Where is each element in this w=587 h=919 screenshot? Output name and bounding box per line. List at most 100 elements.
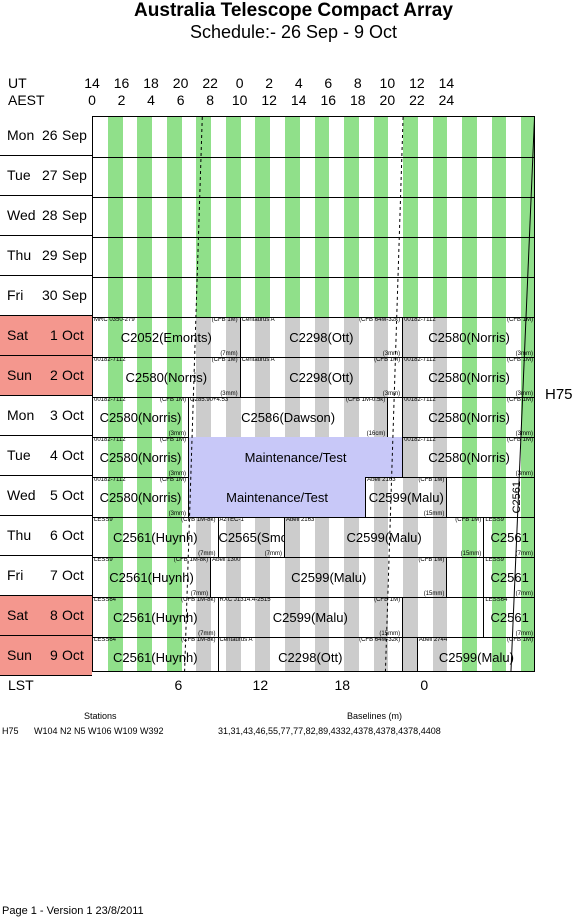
day-label-text: Oct [62,447,84,463]
block-source: 00182-7112 [404,397,436,403]
day-label: Sat 1 Oct [0,316,92,356]
schedule-block[interactable]: Maintenance/Test [188,437,404,477]
schedule-block[interactable]: 00182-7112 (CFB 1M) C2580(Norris) (3mm) [403,437,534,477]
schedule-block[interactable]: Centaurus A (CFB 64M-32k) C2298(Ott) (3mm) [219,637,404,671]
schedule-block[interactable]: MRC 0350-279 (CFB 1M) C2052(Emonts) (7mm) [93,317,241,357]
schedule-block[interactable] [403,597,485,637]
lst-tick: 6 [174,677,183,693]
day-label-text: 5 [50,487,58,503]
schedule-block[interactable]: Abell 2163 (CFB 1M) C2599(Malu) (15mm) [366,477,448,517]
schedule-block[interactable]: AzTEC-1 C2565(Smolcic) (7mm) [219,517,285,557]
aest-tick: 6 [176,92,185,108]
lst-dashed-line [384,117,404,671]
config-label: H75 [545,386,573,403]
block-config: (CFB 1M) [159,397,186,403]
baselines-list: 31,31,43,46,55,77,77,82,89,4332,4378,437… [218,726,441,736]
lst-stripe [196,597,212,637]
block-config: (CFB 64M-32k) [359,637,401,643]
row-divider [93,237,534,238]
lst-stripe [491,637,507,671]
lst-stripe [462,517,477,557]
lst-stripe [255,637,271,671]
schedule-block[interactable] [447,557,485,597]
schedule-block[interactable]: Abell 2744 (CFB 1M) C2599(Malu) (15mm) [418,637,534,672]
day-label-text: Oct [62,527,84,543]
lst-stripe [225,637,241,671]
lst-stripe [462,317,477,357]
lst-stripe [521,557,534,597]
schedule-block[interactable]: 00182-7112 (CFB 1M) C2580(Norris) (3mm) [93,477,189,517]
row-divider [93,597,534,598]
lst-stripe [462,397,477,437]
schedule-block[interactable]: Centaurus A (CFB 64M-32k) C2298(Ott) (3mm) [241,317,404,357]
block-project: C2561(Huynh) [112,530,198,545]
schedule-block[interactable]: 00182-7112 (CFB 1M) C2580(Norris) (3mm) [403,357,534,397]
lst-stripe [462,437,477,477]
schedule-block[interactable]: Abell 1300 (CFB 1M) C2599(Malu) (15mm) [211,557,448,597]
schedule-block[interactable]: LESS9 C2561 (7mm) [484,557,534,597]
schedule-block[interactable]: LESS64(CFB 1M-8k)C2561(Huynh)(7mm) [93,637,219,671]
lst-stripe [521,637,534,671]
lst-tick: 12 [252,677,269,693]
block-band: (3mm) [220,391,238,397]
aest-tick: 14 [290,92,307,108]
day-label-text: Oct [62,407,84,423]
schedule-block[interactable]: LESS9 (CFB 1M-8k) C2561(Huynh) (7mm) [93,517,219,557]
ut-tick: 6 [324,75,333,91]
lst-stripe [462,357,477,397]
block-source: LESS9 [485,557,504,563]
ut-label: UT [8,75,27,91]
schedule-block[interactable]: Abell 2163 (CFB 1M) C2599(Malu) (15mm) [285,517,485,557]
lst-stripe [107,517,123,557]
block-band: (15mm) [512,671,533,672]
schedule-block[interactable]: LESS64(CFB 1M-8k)C2561(Huynh)(7mm) [93,597,219,637]
block-source: Abell 2744 [418,637,448,643]
schedule-block[interactable]: Centaurus A (CFB 1M) C2298(Ott) (3mm) [241,357,404,397]
lst-stripe [314,557,330,597]
schedule-block[interactable]: 00182-7112 (CFB 1M) C2580(Norris) (3mm) [93,357,241,397]
block-source: Centaurus A [241,317,275,323]
block-project: C2580(Norris) [99,410,182,425]
schedule-block[interactable]: LESS9 (CFB 1M-8k) C2561(Huynh) (7mm) [93,557,212,597]
aest-tick: 0 [88,92,96,108]
lst-stripe [107,397,123,437]
lst-stripe [107,437,123,477]
block-source: 00182-7112 [94,477,126,483]
lst-dashed-line [184,117,203,671]
block-project: Maintenance/Test [226,490,329,505]
day-label-text: 3 [50,407,58,423]
lst-stripe [432,557,448,597]
block-config: (CFB 1M) [506,357,533,363]
schedule-block[interactable] [388,397,404,437]
schedule-block[interactable]: LESS64 C2561 (7mm) [484,597,534,637]
aest-tick: 12 [261,92,277,108]
schedule-block[interactable]: 00182-7112 (CFB 1M) C2580(Norris) (3mm) [403,397,534,437]
block-project: C2586(Dawson) [241,410,336,425]
schedule-block[interactable]: 00182-7112 (CFB 1M) C2580(Norris) (3mm) [93,437,189,477]
lst-stripe [137,397,153,437]
day-label-text: 27 [42,167,58,183]
day-label-text: Sat [7,327,29,343]
schedule-block[interactable] [403,637,418,671]
lst-stripe [137,477,153,517]
lst-stripe [284,317,300,357]
schedule-block[interactable]: G285.90+4.53 (CFB 1M-0.5k) C2586(Dawson) (1… [189,397,389,437]
day-label-text: 7 [50,567,58,583]
lst-stripe [166,397,182,437]
block-config: (CFB 1M-8k) [181,637,216,643]
night-stripe [432,117,448,317]
day-label-text: Sun [7,647,32,663]
block-source: Centaurus A [241,357,275,363]
day-label-text: Fri [7,567,24,583]
schedule-block[interactable]: 00182-7112 (CFB 1M) C2580(Norris) (3mm) [93,397,189,437]
schedule-block[interactable]: RXC J1314.4-2515 (CFB 1M) C2599(Malu) (15mm… [219,597,404,637]
day-label-text: Wed [7,207,36,223]
block-band: (7mm) [190,591,209,597]
block-band: (7mm) [198,631,216,637]
schedule-block[interactable]: LESS9 C2561 (7mm) [484,517,534,557]
block-project: C2565(Smolcic) [218,530,284,545]
day-label: Sun 2 Oct [0,356,92,396]
block-band: (15mm) [379,631,401,637]
schedule-block[interactable]: Maintenance/Test [188,477,367,517]
block-config: (CFB 1M-8k) [181,597,216,603]
